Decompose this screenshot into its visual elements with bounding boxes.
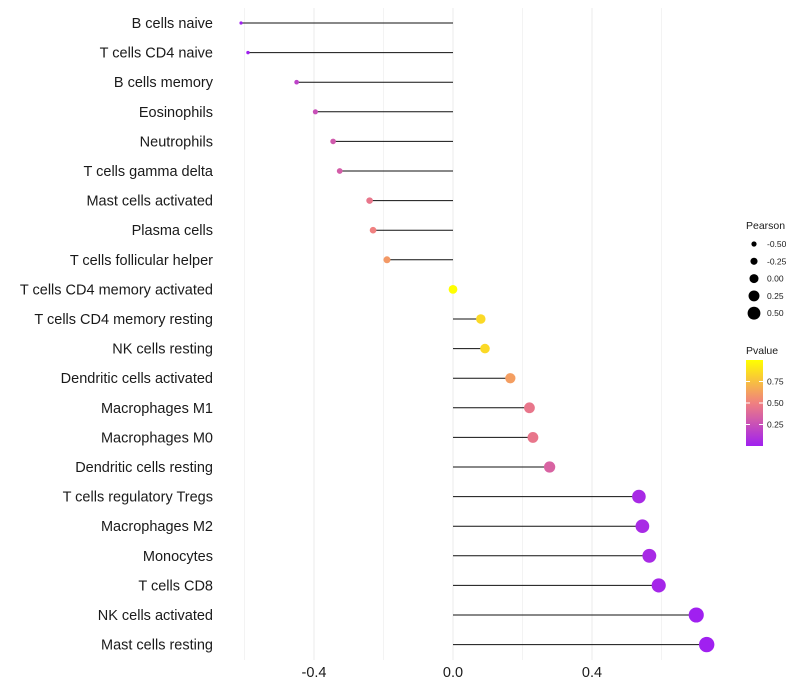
category-label: NK cells activated xyxy=(98,608,213,624)
category-label: Plasma cells xyxy=(132,223,213,239)
category-labels: B cells naive T cells CD4 naive B cells me… xyxy=(20,16,214,654)
lollipop-points xyxy=(239,21,715,653)
pvalue-legend-title: Pvalue xyxy=(746,345,778,357)
color-legend-label: 0.75 xyxy=(767,377,784,387)
lollipop-point xyxy=(698,636,715,653)
category-label: Mast cells resting xyxy=(101,638,213,654)
category-label: T cells regulatory Tregs xyxy=(63,490,213,506)
x-tick-label: 0.0 xyxy=(443,665,463,681)
x-tick-label: -0.4 xyxy=(302,665,327,681)
color-legend-label: 0.25 xyxy=(767,420,784,430)
lollipop-point xyxy=(246,50,250,55)
category-label: NK cells resting xyxy=(112,342,213,358)
lollipop-stems xyxy=(241,22,707,646)
size-legend-key xyxy=(748,290,760,302)
lollipop-point xyxy=(632,489,646,504)
category-label: Eosinophils xyxy=(139,105,213,121)
category-label: Dendritic cells activated xyxy=(61,371,213,387)
size-legend-label: -0.50 xyxy=(767,239,787,249)
category-label: Macrophages M0 xyxy=(101,430,213,446)
size-legend-label: 0.25 xyxy=(767,291,784,301)
lollipop-point xyxy=(527,431,539,443)
category-label: T cells CD4 memory activated xyxy=(20,282,213,298)
size-legend-key xyxy=(747,306,761,320)
lollipop-point xyxy=(366,197,373,204)
lollipop-point xyxy=(239,21,243,25)
lollipop-point xyxy=(651,578,666,593)
size-legend-key xyxy=(749,274,759,284)
category-label: Mast cells activated xyxy=(86,194,213,210)
category-label: T cells CD4 naive xyxy=(100,46,213,62)
lollipop-point xyxy=(642,548,657,563)
size-legend-label: 0.00 xyxy=(767,274,784,284)
x-axis-tick-labels: -0.4 0.0 0.4 xyxy=(302,665,603,681)
lollipop-point xyxy=(312,109,318,115)
category-label: T cells CD4 memory resting xyxy=(34,312,213,328)
lollipop-point xyxy=(294,79,299,85)
lollipop-point xyxy=(448,285,458,294)
x-tick-label: 0.4 xyxy=(582,665,602,681)
pearson-size-legend: Pearson -0.50 -0.25 0.00 0.25 0.50 xyxy=(746,220,787,320)
category-label: T cells gamma delta xyxy=(84,164,214,180)
lollipop-point xyxy=(336,168,343,174)
category-label: B cells naive xyxy=(132,16,213,32)
category-label: T cells follicular helper xyxy=(70,253,213,269)
pearson-legend-title: Pearson xyxy=(746,220,785,232)
lollipop-point xyxy=(369,226,377,234)
lollipop-point xyxy=(330,138,336,145)
size-legend-key xyxy=(751,241,757,247)
category-label: Monocytes xyxy=(143,549,213,565)
category-label: Dendritic cells resting xyxy=(75,460,213,476)
grid-lines xyxy=(244,8,662,660)
pvalue-colorbar xyxy=(746,360,763,446)
size-legend-key xyxy=(750,257,758,265)
category-label: Macrophages M2 xyxy=(101,519,213,535)
lollipop-point xyxy=(383,256,391,264)
lollipop-point xyxy=(476,314,486,324)
color-legend-label: 0.50 xyxy=(767,398,784,408)
lollipop-point xyxy=(688,607,704,623)
category-label: T cells CD8 xyxy=(138,578,213,594)
lollipop-point xyxy=(635,519,650,534)
category-label: Neutrophils xyxy=(140,134,213,150)
size-legend-label: -0.25 xyxy=(767,256,787,266)
lollipop-point xyxy=(543,461,556,473)
size-legend-label: 0.50 xyxy=(767,308,784,318)
lollipop-point xyxy=(505,373,516,384)
category-label: Macrophages M1 xyxy=(101,401,213,417)
category-label: B cells memory xyxy=(114,75,214,91)
lollipop-point xyxy=(524,402,535,414)
lollipop-point xyxy=(480,343,490,354)
pvalue-color-legend: Pvalue 0.75 0.50 0.25 xyxy=(746,345,784,446)
